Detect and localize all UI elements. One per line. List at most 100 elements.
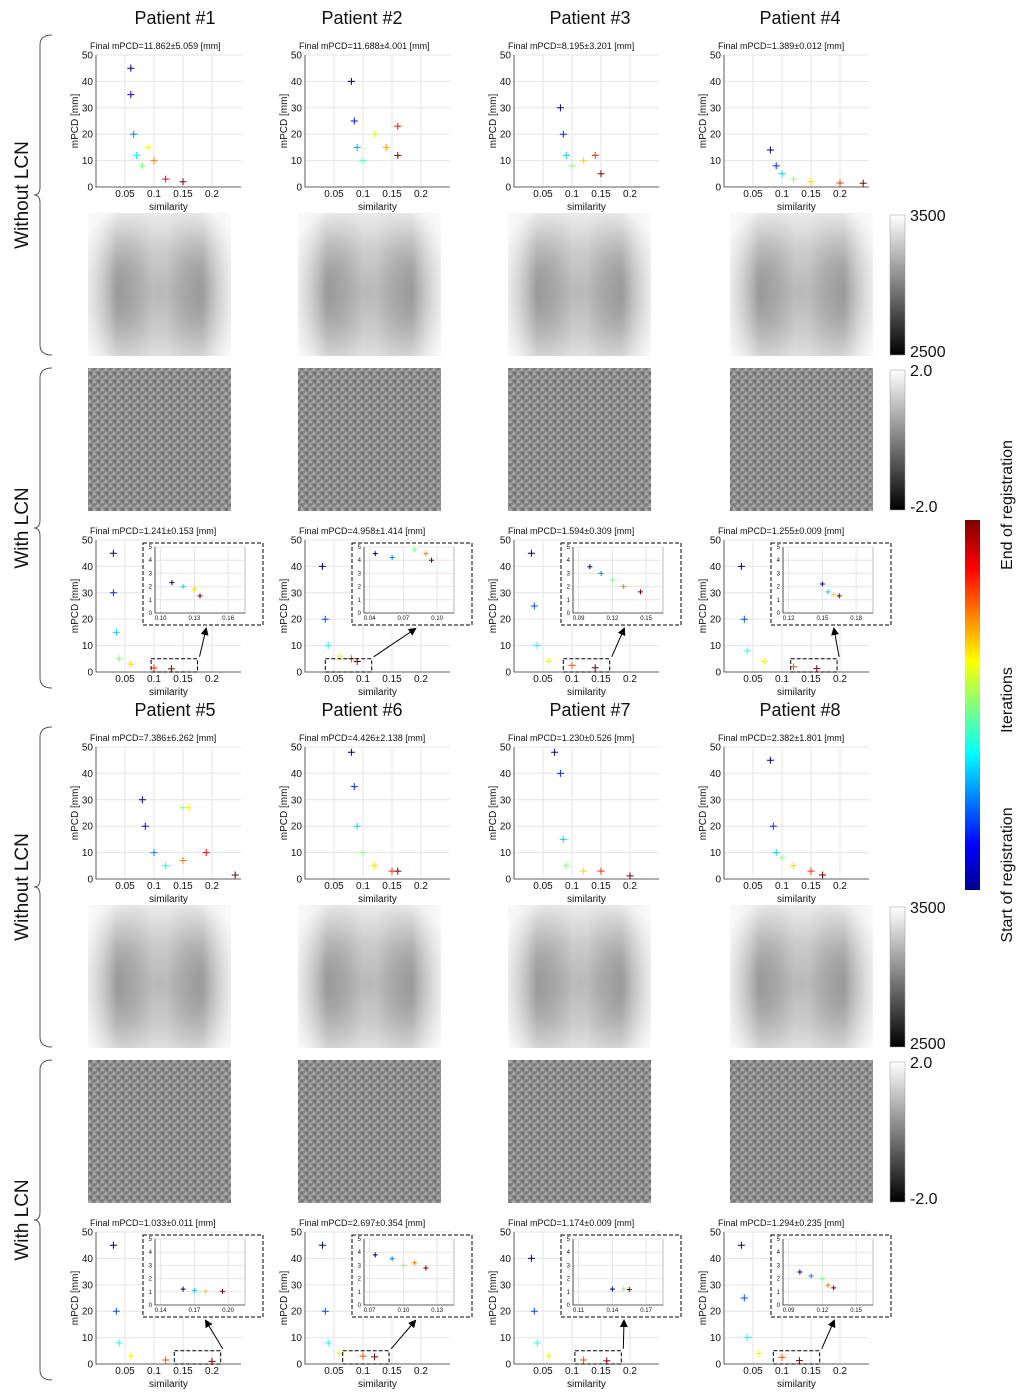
row-label: With LCN [12,487,33,568]
x-tick-label: 0.1 [356,674,370,685]
data-point [556,104,564,112]
y-tick-label: 4 [567,558,571,564]
lcn-image [298,1060,441,1203]
y-tick-label: 0 [567,1303,571,1309]
chart-title: Final mPCD=7.386±6.262 [mm] [90,733,216,743]
x-tick-label: 0.05 [324,189,344,200]
y-tick-label: 4 [149,1250,153,1256]
y-tick-label: 4 [777,558,781,564]
axis [723,747,869,880]
data-point [737,562,745,570]
lcn-image [298,368,441,511]
x-tick-label: 0.15 [801,674,821,685]
data-point [807,867,815,875]
y-tick-label: 50 [710,536,722,547]
chart-title: Final mPCD=1.230±0.526 [mm] [508,733,634,743]
plot-area [724,747,869,879]
x-tick-label: 0.1 [775,881,789,892]
y-tick-label: 20 [291,1307,303,1318]
patient-header: Patient #7 [549,700,630,720]
y-tick-label: 2 [358,585,362,591]
y-tick-label: 0 [715,875,721,886]
patient-header: Patient #8 [759,700,840,720]
y-tick-label: 50 [500,743,512,754]
x-tick-label: 0.1 [775,189,789,200]
x-tick-label: 0.2 [623,189,637,200]
y-tick-label: 50 [291,536,303,547]
x-tick-label: 0.05 [324,674,344,685]
y-tick-label: 1 [358,1290,362,1296]
y-tick-label: 10 [500,156,512,167]
data-point [831,592,837,598]
xray-image-overlay [730,905,873,1048]
data-point [350,117,358,125]
data-point [412,1260,418,1266]
x-tick-label: 0.15 [382,1366,402,1377]
x-axis-label: similarity [567,894,606,905]
colorbar-label: 3500 [910,900,946,917]
data-point [231,871,239,879]
data-point [347,77,355,85]
y-tick-label: 3 [149,571,153,577]
axis [304,540,450,673]
data-point [321,615,329,623]
colorbar [889,214,906,356]
data-point [740,615,748,623]
data-point [109,549,117,557]
y-tick-label: 50 [500,51,512,62]
y-tick-label: 10 [710,156,722,167]
y-tick-label: 10 [710,848,722,859]
y-tick-label: 20 [291,130,303,141]
y-tick-label: 10 [291,1333,303,1344]
plot-area [782,1238,874,1306]
data-point [797,1269,803,1275]
data-point [150,157,158,165]
data-point [559,835,567,843]
y-tick-label: 1 [149,598,153,604]
chart-title: Final mPCD=4.426±2.138 [mm] [299,733,425,743]
data-point [819,581,825,587]
y-tick-label: 5 [777,1237,781,1243]
y-tick-label: 50 [291,1228,303,1239]
data-point [755,1349,763,1357]
plot-area [724,55,869,187]
x-tick-label: 0.15 [591,881,611,892]
x-tick-label: 0.05 [115,881,135,892]
y-tick-label: 20 [500,615,512,626]
colorbar-label: 2.0 [910,363,932,380]
data-point [112,628,120,636]
y-tick-label: 10 [500,848,512,859]
x-tick-label: 0.07 [398,616,410,622]
y-axis-label: mPCD [mm] [70,579,81,634]
y-axis-label: mPCD [mm] [279,1271,290,1326]
y-tick-label: 0 [358,1303,362,1309]
data-point [167,665,175,673]
y-tick-label: 50 [291,743,303,754]
colorbar-label: 2500 [910,1036,946,1053]
y-tick-label: 3 [149,1263,153,1269]
axis [513,1232,659,1365]
zoom-arrow [204,1319,224,1350]
data-point [394,122,402,130]
plot-area [572,546,664,614]
x-tick-label: 0.04 [364,616,376,622]
data-point [580,157,588,165]
data-point [527,1254,535,1262]
patient-header: Patient #4 [759,8,840,28]
data-point [371,1353,379,1361]
data-point [347,748,355,756]
row-label: Without LCN [12,833,33,941]
data-point [545,657,553,665]
y-tick-label: 5 [358,545,362,551]
y-tick-label: 0 [87,875,93,886]
colorbar [889,906,906,1048]
y-tick-label: 40 [500,77,512,88]
y-axis-label: mPCD [mm] [488,1271,499,1326]
data-point [202,849,210,857]
data-point [597,170,605,178]
y-axis-label: mPCD [mm] [488,94,499,149]
data-point [559,130,567,138]
y-tick-label: 0 [777,1303,781,1309]
